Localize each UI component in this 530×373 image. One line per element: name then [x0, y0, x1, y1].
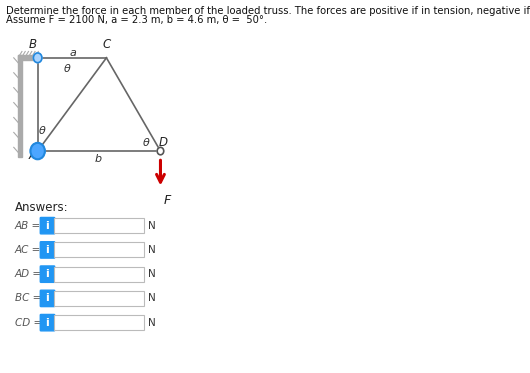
Text: i: i [46, 221, 49, 231]
Text: i: i [46, 318, 49, 327]
Text: AB =: AB = [15, 221, 41, 231]
Text: N: N [148, 294, 156, 303]
Text: a: a [69, 48, 76, 58]
Text: Answers:: Answers: [15, 201, 68, 214]
FancyBboxPatch shape [40, 242, 55, 258]
Text: F: F [164, 194, 171, 207]
Bar [54, 291, 144, 306]
Text: N: N [148, 318, 156, 327]
FancyBboxPatch shape [40, 266, 55, 282]
Text: AD =: AD = [15, 269, 42, 279]
Circle shape [33, 53, 42, 63]
Text: A: A [29, 148, 37, 162]
Text: Assume F = 2100 N, a = 2.3 m, b = 4.6 m, θ =  50°.: Assume F = 2100 N, a = 2.3 m, b = 4.6 m,… [6, 15, 267, 25]
Circle shape [157, 147, 164, 155]
Circle shape [30, 143, 45, 159]
Text: Determine the force in each member of the loaded truss. The forces are positive : Determine the force in each member of th… [6, 6, 530, 16]
FancyBboxPatch shape [40, 217, 55, 234]
Text: BC =: BC = [15, 294, 41, 303]
Text: b: b [95, 154, 102, 163]
Text: θ: θ [143, 138, 149, 148]
Text: i: i [46, 245, 49, 255]
Text: D: D [158, 136, 167, 149]
Text: θ: θ [39, 126, 46, 136]
Bar [54, 242, 144, 257]
Bar [54, 267, 144, 282]
Text: N: N [148, 221, 156, 231]
Bar [18, 55, 39, 60]
FancyBboxPatch shape [40, 290, 55, 307]
Bar [54, 218, 144, 233]
Text: i: i [46, 269, 49, 279]
Text: AC =: AC = [15, 245, 41, 255]
Text: θ: θ [64, 64, 70, 74]
Bar [18, 55, 22, 157]
Text: i: i [46, 294, 49, 303]
Text: N: N [148, 245, 156, 255]
FancyBboxPatch shape [40, 314, 55, 331]
Text: CD =: CD = [15, 318, 42, 327]
Text: C: C [102, 38, 111, 51]
Text: B: B [29, 38, 37, 51]
Text: N: N [148, 269, 156, 279]
Bar [54, 315, 144, 330]
